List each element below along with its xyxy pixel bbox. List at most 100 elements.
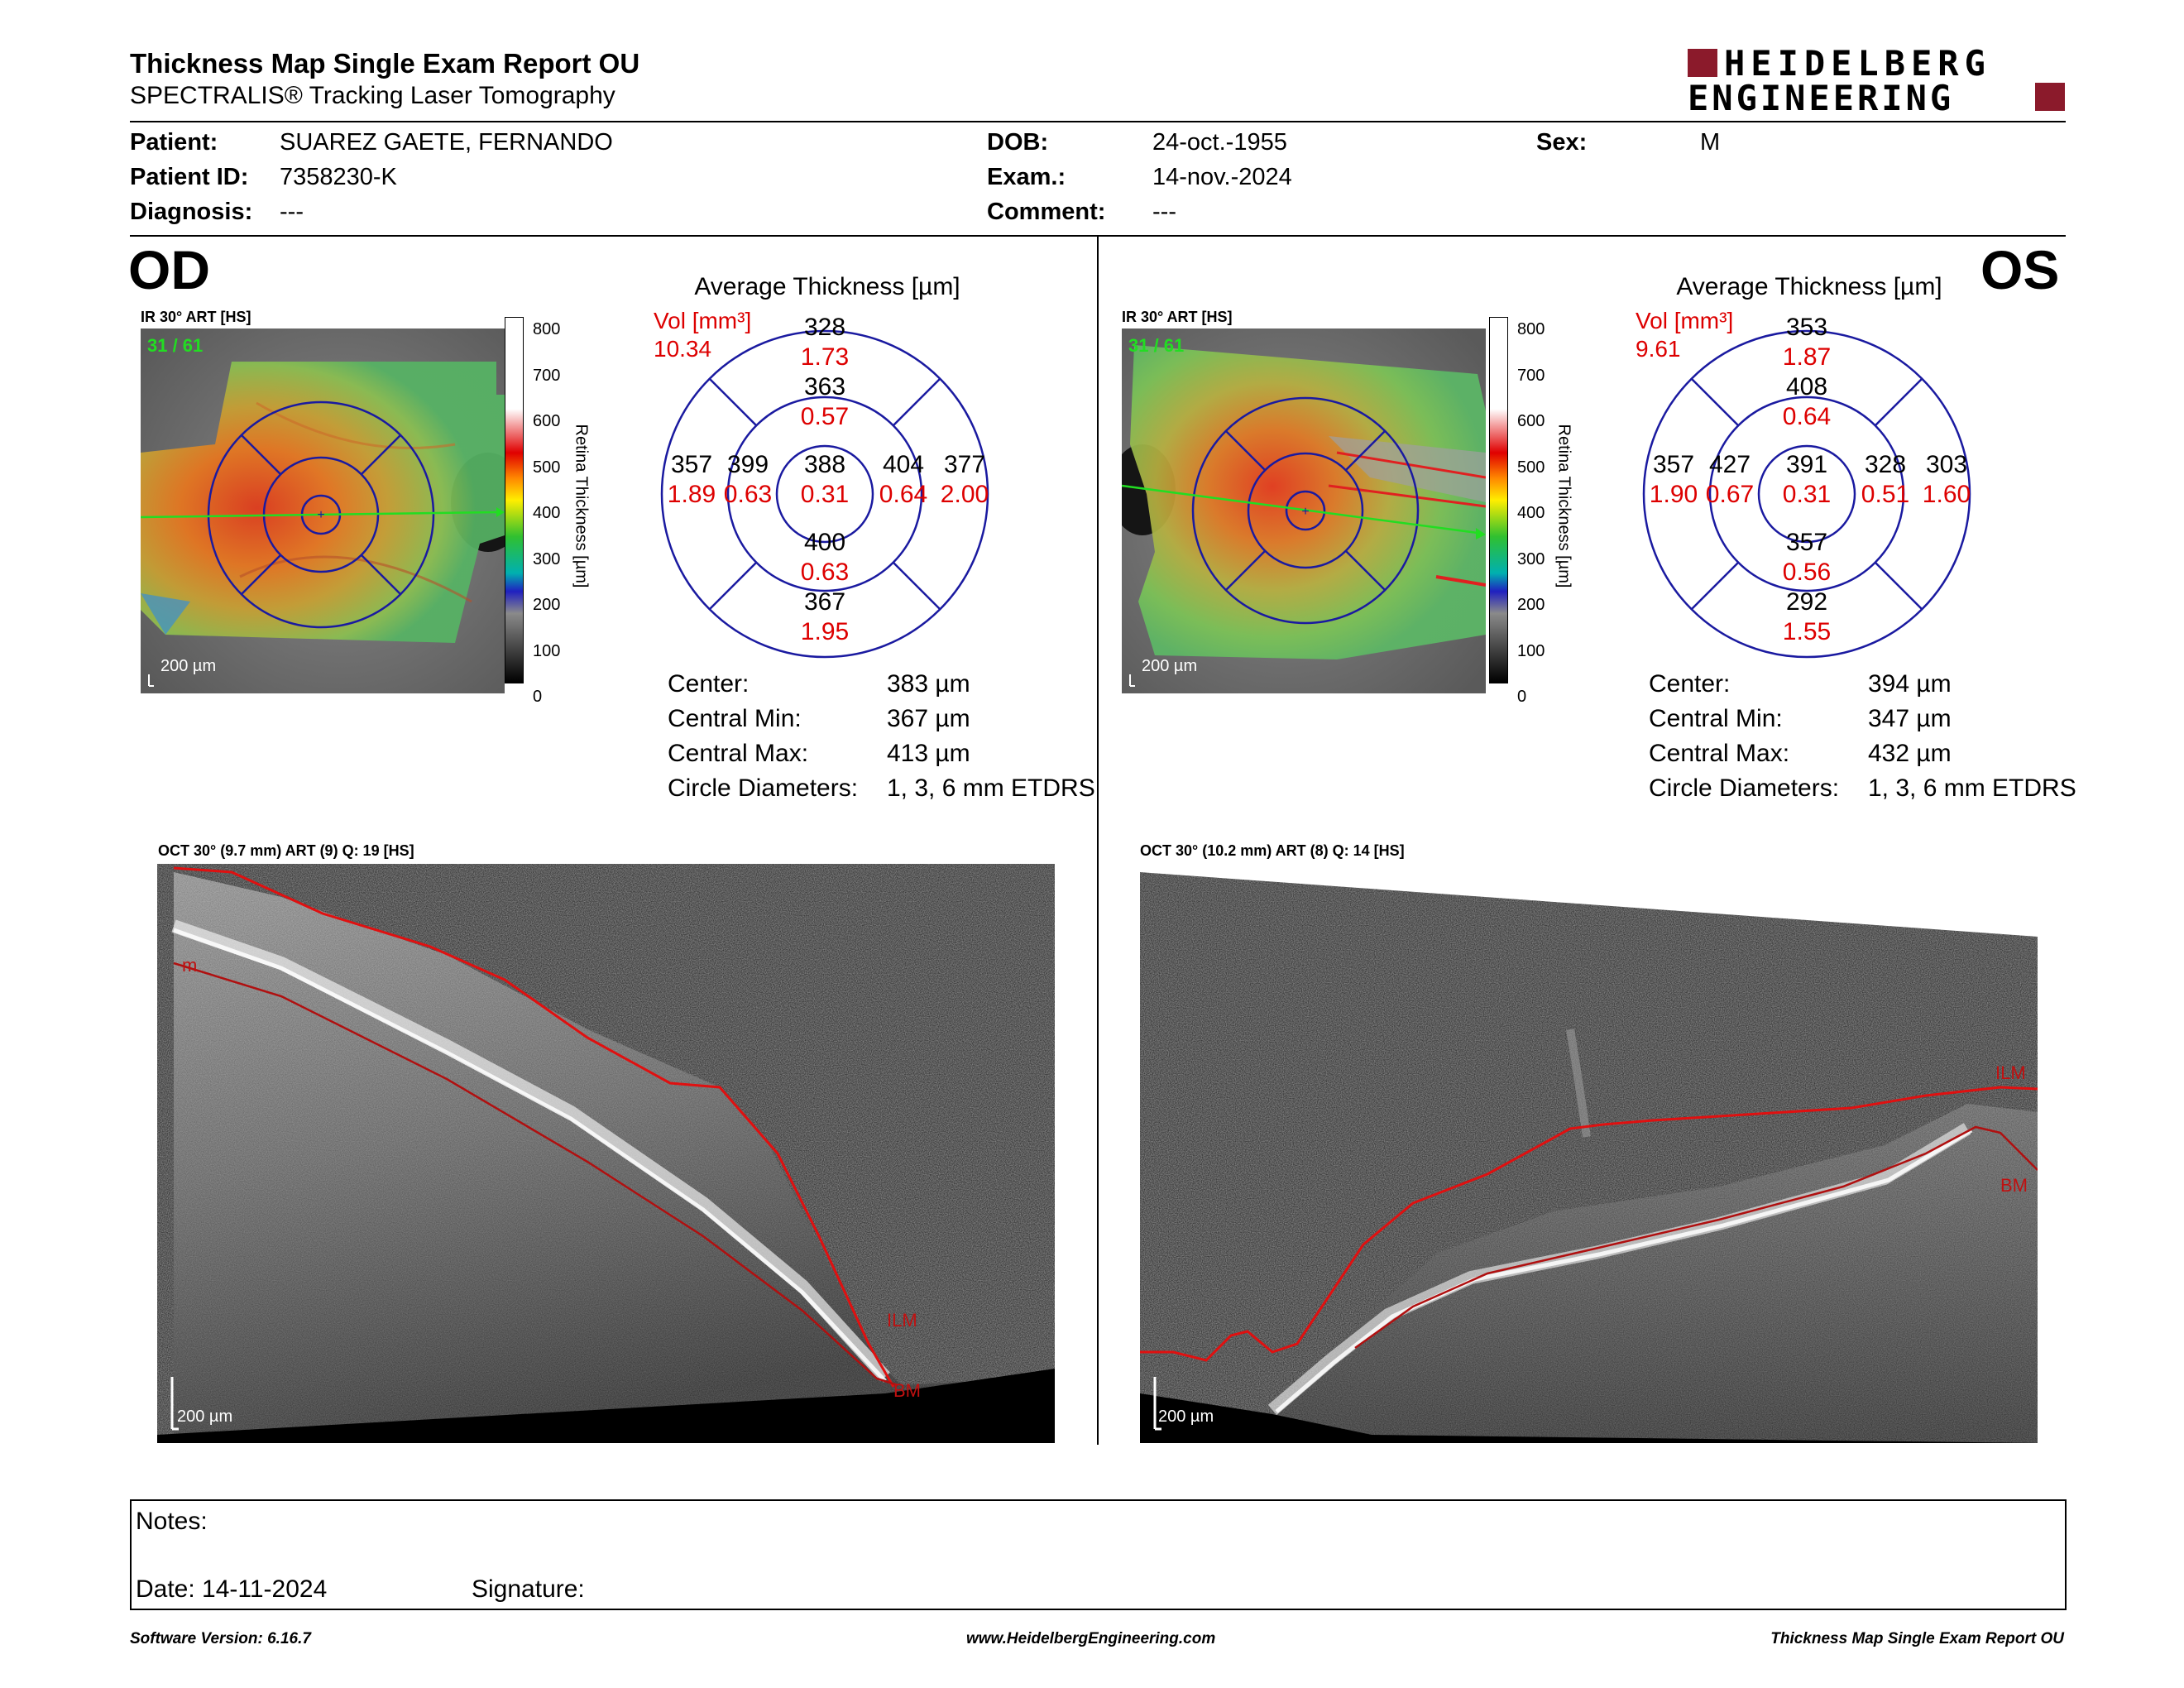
thickness-value: 377: [943, 451, 986, 478]
colorbar-tick: 700: [1517, 366, 1545, 385]
od-oct-title: OCT 30° (9.7 mm) ART (9) Q: 19 [HS]: [158, 842, 414, 859]
od-eye-label: OD: [128, 239, 210, 300]
sex-label: Sex:: [1536, 129, 1588, 156]
thickness-value: 391: [1785, 451, 1828, 478]
os-colorbar-title: Retina Thickness [µm]: [1554, 424, 1573, 588]
footer-report-name: Thickness Map Single Exam Report OU: [1770, 1630, 2064, 1647]
volume-value: 0.31: [800, 481, 850, 508]
signature-label: Signature:: [472, 1575, 585, 1603]
od-avg-title: Average Thickness [µm]: [694, 273, 960, 300]
od-ir-scale: 200 µm: [160, 657, 217, 675]
os-ir-image: +: [1122, 328, 1486, 693]
os-vol-label: Vol [mm³]: [1636, 308, 1734, 333]
logo-line-2: ENGINEERING: [1688, 78, 1955, 118]
report-title: Thickness Map Single Exam Report OU: [130, 48, 640, 79]
thickness-value: 399: [726, 451, 769, 478]
notes-box[interactable]: [130, 1499, 2067, 1610]
software-version: Software Version: 6.16.7: [130, 1630, 311, 1647]
diagnosis-label: Diagnosis:: [130, 199, 253, 225]
os-inner-sup: 408 0.64: [1765, 372, 1848, 432]
od-diam-label: Circle Diameters:: [668, 774, 859, 802]
od-max-value: 413 µm: [887, 740, 970, 767]
colorbar-tick: 800: [533, 320, 561, 338]
volume-value: 0.63: [800, 559, 850, 586]
od-max-label: Central Max:: [668, 740, 809, 767]
thickness-value: 408: [1785, 373, 1828, 400]
os-colorbar-ticks: 800 700 600 500 400 300 200 100 0: [1517, 307, 1545, 721]
thickness-value: 353: [1785, 314, 1828, 341]
thickness-value: 400: [803, 529, 846, 556]
os-avg-title: Average Thickness [µm]: [1676, 273, 1942, 300]
os-center: 391 0.31: [1765, 450, 1848, 510]
od-colorbar-ticks: 800 700 600 500 400 300 200 100 0: [533, 307, 560, 721]
colorbar-tick: 400: [1517, 504, 1545, 522]
comment-label: Comment:: [987, 199, 1106, 225]
os-etdrs-grid: [1642, 329, 1971, 659]
os-oct-title: OCT 30° (10.2 mm) ART (8) Q: 14 [HS]: [1140, 842, 1405, 859]
volume-value: 1.60: [1922, 481, 1971, 508]
svg-text:+: +: [1301, 505, 1309, 519]
colorbar-tick: 500: [1517, 458, 1545, 477]
patient-id-value: 7358230-K: [280, 164, 397, 190]
thickness-value: 357: [1652, 451, 1695, 478]
header-divider: [130, 121, 2066, 122]
colorbar-tick: 0: [1517, 688, 1527, 706]
os-vol-value: 9.61: [1636, 336, 1681, 362]
os-oct-ilm-label: ILM: [1995, 1062, 2026, 1083]
colorbar-tick: 200: [533, 596, 561, 614]
od-vol-label: Vol [mm³]: [654, 308, 752, 333]
od-colorbar-title: Retina Thickness [µm]: [572, 424, 591, 588]
os-outer-left: 357 1.90: [1640, 450, 1707, 510]
os-eye-label: OS: [1980, 239, 2060, 300]
os-max-label: Central Max:: [1649, 740, 1790, 767]
os-oct-bm-label: BM: [2000, 1175, 2028, 1196]
od-oct-m-label: m: [182, 955, 198, 976]
thickness-value: 404: [882, 451, 925, 478]
os-outer-sup: 353 1.87: [1765, 313, 1848, 372]
thickness-value: 388: [803, 451, 846, 478]
os-diam-label: Circle Diameters:: [1649, 774, 1840, 802]
os-min-value: 347 µm: [1868, 705, 1952, 732]
od-diam-value: 1, 3, 6 mm ETDRS: [887, 774, 1095, 802]
os-max-value: 432 µm: [1868, 740, 1952, 767]
volume-value: 0.56: [1782, 559, 1832, 586]
logo-line-1: HEIDELBERG: [1724, 43, 1991, 84]
colorbar-tick: 300: [1517, 549, 1545, 568]
volume-value: 0.31: [1782, 481, 1832, 508]
colorbar-tick: 500: [533, 458, 561, 477]
od-colorbar: [505, 317, 524, 683]
os-inner-left: 427 0.67: [1697, 450, 1763, 510]
os-inner-inf: 357 0.56: [1765, 528, 1848, 587]
notes-label: Notes:: [136, 1508, 208, 1535]
report-subtitle: SPECTRALIS® Tracking Laser Tomography: [130, 82, 615, 109]
od-etdrs-grid: [660, 329, 989, 659]
thickness-value: 357: [1785, 529, 1828, 556]
colorbar-tick: 800: [1517, 320, 1545, 338]
exam-label: Exam.:: [987, 164, 1066, 190]
website-link[interactable]: www.HeidelbergEngineering.com: [966, 1630, 1216, 1647]
volume-value: 0.57: [800, 403, 850, 430]
volume-value: 1.55: [1782, 618, 1832, 645]
os-min-label: Central Min:: [1649, 705, 1783, 732]
thickness-value: 328: [1864, 451, 1907, 478]
eye-divider: [1097, 237, 1099, 1445]
os-center-label: Center:: [1649, 670, 1731, 698]
od-ir-title: IR 30° ART [HS]: [141, 309, 251, 325]
patient-value: SUAREZ GAETE, FERNANDO: [280, 129, 613, 156]
volume-value: 0.63: [723, 481, 773, 508]
od-outer-inf: 367 1.95: [783, 587, 866, 647]
volume-value: 1.87: [1782, 343, 1832, 371]
thickness-value: 303: [1925, 451, 1968, 478]
heidelberg-logo: HEIDELBERG ENGINEERING: [1688, 43, 2065, 118]
thickness-value: 367: [803, 588, 846, 616]
os-oct-bscan: [1140, 864, 2038, 1443]
od-inner-right: 404 0.64: [870, 450, 936, 510]
patient-label: Patient:: [130, 129, 218, 156]
volume-value: 1.95: [800, 618, 850, 645]
volume-value: 1.73: [800, 343, 850, 371]
os-center-value: 394 µm: [1868, 670, 1952, 698]
volume-value: 1.90: [1649, 481, 1698, 508]
colorbar-tick: 300: [533, 549, 561, 568]
od-outer-right: 377 2.00: [932, 450, 998, 510]
thickness-value: 427: [1708, 451, 1751, 478]
